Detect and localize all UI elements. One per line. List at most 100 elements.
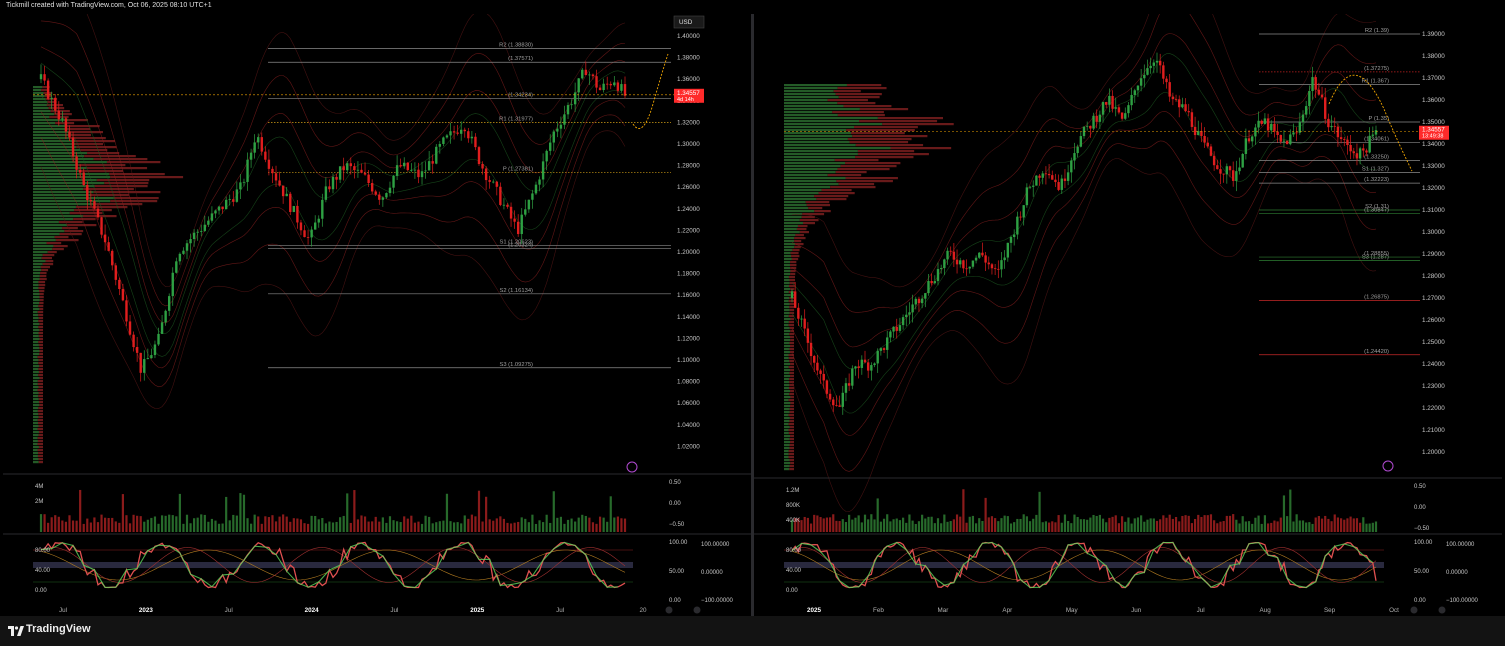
profile-bar-buy: [784, 366, 789, 369]
candle-body: [513, 218, 516, 222]
profile-bar-sell: [38, 395, 44, 398]
time-axis-label: 2025: [807, 607, 822, 614]
volume-bar: [946, 521, 949, 532]
profile-bar-sell: [814, 210, 831, 213]
profile-bar-sell: [93, 158, 148, 161]
profile-bar-buy: [33, 104, 47, 107]
profile-bar-buy: [784, 465, 790, 468]
candle-body: [1222, 173, 1225, 175]
pivot-label: S3 (1.287): [1362, 255, 1389, 261]
candle-body: [1032, 185, 1035, 187]
volume-bar: [559, 516, 563, 532]
volume-bar: [200, 514, 203, 532]
candle-body: [828, 393, 832, 400]
profile-bar-sell: [106, 161, 161, 164]
candle-body: [1298, 122, 1302, 133]
volume-bar: [1197, 514, 1200, 532]
price-tick-label: 1.38000: [677, 55, 700, 62]
volume-bar: [485, 496, 488, 532]
chart-panel-right[interactable]: 1.39000 1.38000 1.37000 1.36000 1.35000 1.340…: [754, 14, 1502, 616]
candle-body: [403, 162, 406, 167]
volume-bar: [477, 490, 481, 532]
last-price-countdown: 13:49:38: [1422, 134, 1443, 140]
profile-bar-buy: [33, 461, 39, 464]
profile-bar-sell: [850, 132, 905, 135]
candle-body: [793, 291, 797, 308]
volume-bar: [1101, 518, 1105, 532]
volume-bar: [207, 521, 210, 532]
profile-bar-sell: [835, 93, 882, 96]
chart-left-svg[interactable]: USD1.400001.380001.360001.340001.320001.…: [3, 14, 751, 616]
volume-bar: [1168, 514, 1171, 532]
panel-divider[interactable]: [751, 14, 754, 616]
profile-bar-buy: [784, 348, 790, 351]
profile-bar-buy: [33, 395, 39, 398]
profile-bar-buy: [784, 315, 789, 318]
volume-bar: [128, 523, 132, 532]
profile-bar-buy: [784, 150, 858, 153]
candle-body: [217, 206, 221, 211]
candle-body: [1178, 99, 1181, 108]
currency-badge[interactable]: [673, 15, 705, 29]
volume-bar: [1165, 517, 1168, 532]
profile-bar-sell: [859, 120, 938, 123]
candle-body: [534, 184, 538, 194]
profile-bar-buy: [33, 413, 39, 416]
volume-bar: [356, 519, 360, 532]
price-tick-label: 1.28000: [677, 163, 700, 170]
profile-bar-sell: [38, 281, 46, 284]
volume-bar: [267, 517, 271, 532]
tradingview-brand[interactable]: TradingView: [26, 623, 91, 635]
profile-bar-sell: [789, 333, 795, 336]
profile-bar-buy: [33, 446, 39, 449]
chart-panel-left[interactable]: USD1.400001.380001.360001.340001.320001.…: [3, 14, 751, 616]
profile-bar-sell: [70, 134, 92, 137]
profile-bar-buy: [33, 134, 71, 137]
profile-bar-sell: [838, 183, 875, 186]
volume-bar: [1013, 522, 1016, 532]
profile-bar-sell: [790, 396, 794, 399]
profile-bar-sell: [797, 225, 808, 228]
profile-bar-sell: [790, 390, 794, 393]
profile-bar-sell: [40, 266, 51, 269]
pivot-label: P (1.27381): [503, 166, 533, 172]
profile-bar-buy: [33, 392, 39, 395]
candle-body: [89, 200, 93, 202]
profile-bar-buy: [33, 206, 76, 209]
profile-bar-buy: [33, 317, 39, 320]
price-tick-label: 1.18000: [677, 271, 700, 278]
profile-bar-buy: [784, 339, 791, 342]
chart-right-svg[interactable]: 1.39000 1.38000 1.37000 1.36000 1.35000 1.340…: [754, 14, 1502, 616]
pivot-label: R1 (1.367): [1362, 79, 1389, 85]
tradingview-logo-icon[interactable]: [8, 625, 24, 637]
profile-bar-buy: [33, 365, 40, 368]
profile-bar-sell: [845, 177, 898, 180]
profile-bar-sell: [808, 207, 823, 210]
profile-bar-buy: [33, 170, 81, 173]
profile-bar-sell: [795, 234, 804, 237]
profile-bar-sell: [73, 218, 96, 221]
profile-bar-sell: [39, 302, 44, 305]
profile-bar-sell: [789, 264, 797, 267]
candle-body: [114, 265, 117, 280]
profile-bar-sell: [791, 258, 799, 261]
volume-bar: [584, 515, 587, 532]
volume-bar: [460, 523, 463, 532]
profile-bar-buy: [784, 429, 789, 432]
candle-body: [1120, 112, 1124, 119]
profile-bar-buy: [784, 444, 790, 447]
candle-body: [882, 348, 886, 350]
candle-body: [1016, 216, 1019, 235]
volume-bar: [1063, 514, 1067, 532]
candle-body: [456, 132, 459, 134]
pivot-label: S1 (1.327): [1362, 167, 1389, 173]
profile-bar-buy: [33, 266, 41, 269]
candle-body: [1263, 118, 1267, 124]
profile-bar-buy: [33, 356, 38, 359]
volume-bar: [1279, 517, 1282, 532]
volume-bar: [253, 514, 256, 532]
volume-bar: [310, 515, 313, 532]
profile-bar-sell: [38, 398, 44, 401]
candle-body: [997, 268, 1000, 270]
volume-bar: [143, 521, 146, 532]
